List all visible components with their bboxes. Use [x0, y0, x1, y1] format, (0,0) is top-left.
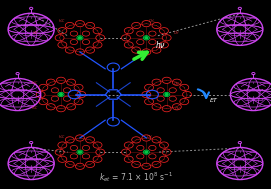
Circle shape: [145, 37, 148, 39]
Text: $OH$: $OH$: [32, 29, 39, 36]
Text: $k_{et}$ = 7.1 $\times$ 10$^{8}$ s$^{-1}$: $k_{et}$ = 7.1 $\times$ 10$^{8}$ s$^{-1}…: [99, 170, 172, 184]
Text: $OH$: $OH$: [173, 29, 180, 36]
Text: $CH_3$: $CH_3$: [148, 18, 156, 25]
Text: $OH$: $OH$: [174, 105, 181, 112]
Circle shape: [60, 94, 62, 95]
Text: $H_3C$: $H_3C$: [58, 18, 66, 25]
Text: $H_3C$: $H_3C$: [31, 79, 39, 87]
Circle shape: [165, 94, 168, 95]
Text: $OH$: $OH$: [173, 80, 180, 87]
Text: $H_3C$: $H_3C$: [58, 133, 66, 141]
Text: $OH$: $OH$: [146, 133, 153, 140]
Circle shape: [79, 37, 81, 39]
Circle shape: [145, 151, 148, 153]
Circle shape: [79, 151, 81, 153]
Text: $H_3C$: $H_3C$: [31, 105, 39, 112]
Text: $h\nu$: $h\nu$: [155, 39, 166, 50]
Text: $ET$: $ET$: [209, 96, 219, 104]
